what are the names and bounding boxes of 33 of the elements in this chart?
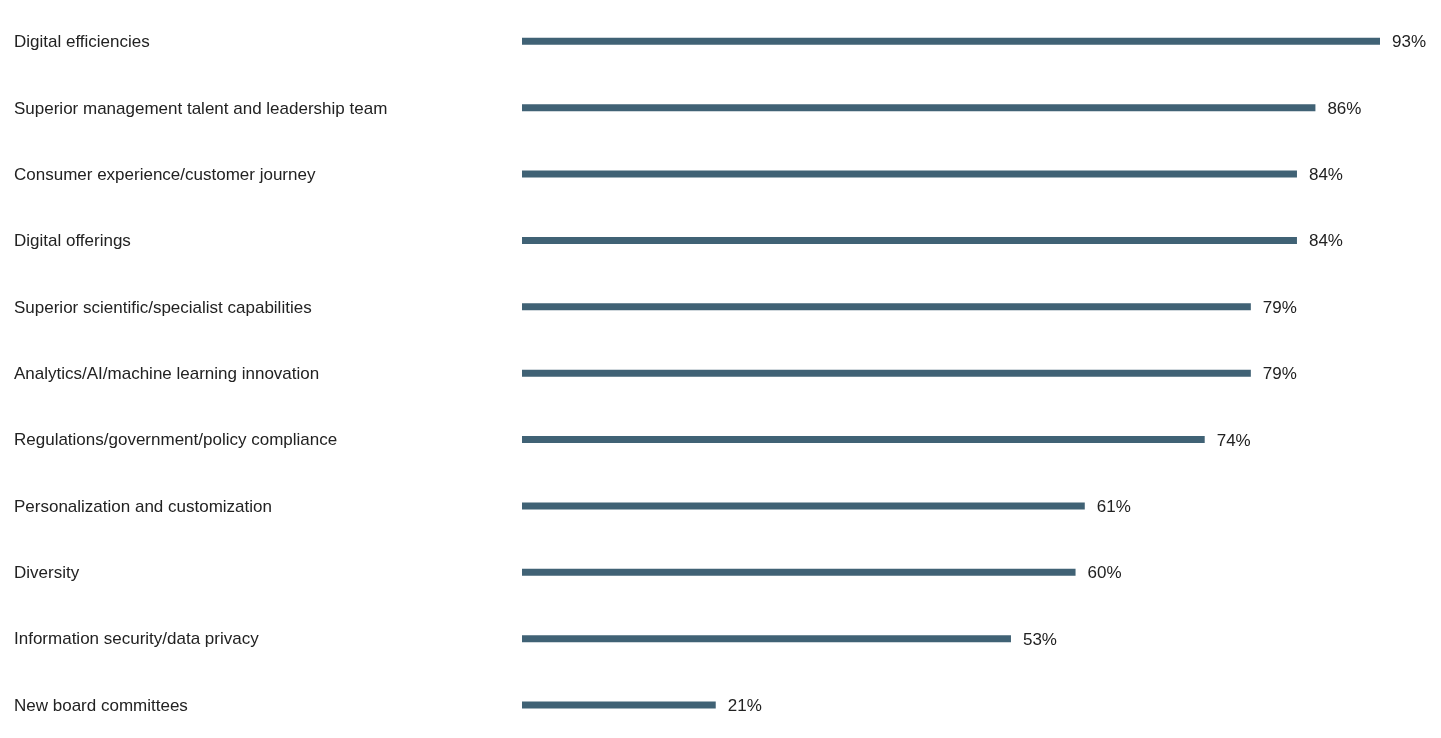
bar: [522, 170, 1297, 178]
y-tick-label: Diversity: [14, 563, 80, 583]
bar: [522, 436, 1205, 444]
data-label: 74%: [1216, 430, 1251, 450]
bar: [522, 369, 1251, 377]
data-label: 84%: [1308, 165, 1343, 185]
bar: [522, 37, 1380, 45]
data-label: 93%: [1392, 32, 1427, 52]
bar: [522, 303, 1251, 311]
y-tick-label: New board committees: [14, 695, 188, 715]
bar: [522, 502, 1085, 510]
data-label: 21%: [727, 696, 762, 716]
data-label: 60%: [1087, 563, 1122, 583]
y-tick-label: Personalization and customization: [14, 496, 272, 516]
y-tick-label: Superior management talent and leadership team: [14, 98, 388, 118]
y-tick-label: Information security/data privacy: [14, 629, 260, 649]
y-tick-label: Digital efficiencies: [14, 32, 150, 52]
data-label: 84%: [1308, 231, 1343, 251]
data-label: 86%: [1327, 98, 1362, 118]
bar: [522, 568, 1076, 576]
y-tick-label: Digital offerings: [14, 231, 131, 251]
y-tick-label: Regulations/government/policy compliance: [14, 430, 338, 450]
y-tick-label: Superior scientific/specialist capabilities: [14, 297, 312, 317]
bar: [522, 236, 1297, 244]
data-label: 79%: [1262, 297, 1297, 317]
bar: [522, 635, 1011, 643]
data-label: 79%: [1262, 364, 1297, 384]
y-tick-label: Consumer experience/customer journey: [14, 164, 316, 184]
data-label: 53%: [1022, 629, 1057, 649]
y-tick-label: Analytics/AI/machine learning innovation: [14, 364, 320, 383]
bar: [522, 104, 1316, 112]
bar: [522, 701, 716, 709]
data-label: 61%: [1096, 496, 1131, 516]
